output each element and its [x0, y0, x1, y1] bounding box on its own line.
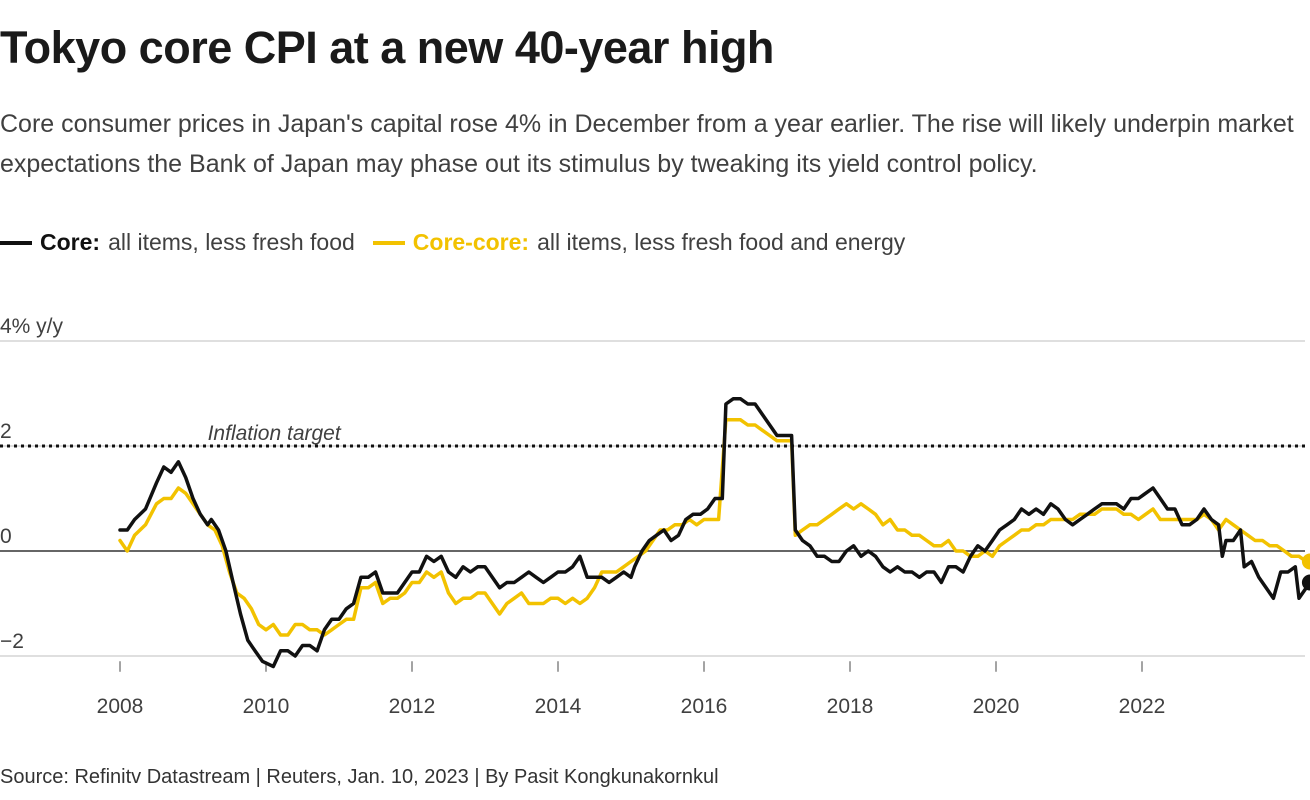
legend-desc-corecore: all items, less fresh food and energy	[537, 229, 906, 255]
legend-item-core: Core: all items, less fresh food	[0, 229, 355, 256]
y-tick-label: 0	[0, 525, 12, 548]
legend-desc-core: all items, less fresh food	[108, 229, 355, 255]
y-tick-label: −2	[0, 630, 24, 653]
inflation-target-label: Inflation target	[208, 422, 342, 445]
x-tick-label: 2014	[535, 695, 582, 718]
y-tick-label: 2	[0, 420, 12, 443]
legend-item-corecore: Core-core: all items, less fresh food an…	[372, 229, 906, 256]
legend-swatch-core	[0, 240, 32, 245]
x-tick-label: 2020	[973, 695, 1020, 718]
end-marker-corecore	[1301, 553, 1310, 570]
chart-subtitle: Core consumer prices in Japan's capital …	[0, 110, 1294, 178]
chart-legend: Core: all items, less fresh food Core-co…	[0, 229, 923, 256]
y-tick-label: 4% y/y	[0, 315, 64, 338]
end-marker-core	[1301, 574, 1310, 591]
x-tick-label: 2008	[97, 695, 144, 718]
source-note: Source: Refinitv Datastream | Reuters, J…	[0, 766, 719, 788]
series-line-core	[118, 397, 1310, 669]
x-tick-label: 2022	[1119, 695, 1166, 718]
chart-title: Tokyo core CPI at a new 40-year high	[0, 22, 774, 73]
x-tick-label: 2010	[243, 695, 290, 718]
x-tick-label: 2012	[389, 695, 436, 718]
x-tick-label: 2018	[827, 695, 874, 718]
legend-swatch-corecore	[372, 240, 405, 245]
legend-label-corecore: Core-core:	[412, 229, 530, 255]
x-tick-label: 2016	[681, 695, 728, 718]
legend-label-core: Core:	[40, 229, 101, 255]
series-line-corecore	[118, 418, 1310, 637]
cpi-line-chart: 4% y/y 2 0 −2 2008 2010 2012 2014 2016 2018 2020 20…	[0, 315, 1310, 718]
